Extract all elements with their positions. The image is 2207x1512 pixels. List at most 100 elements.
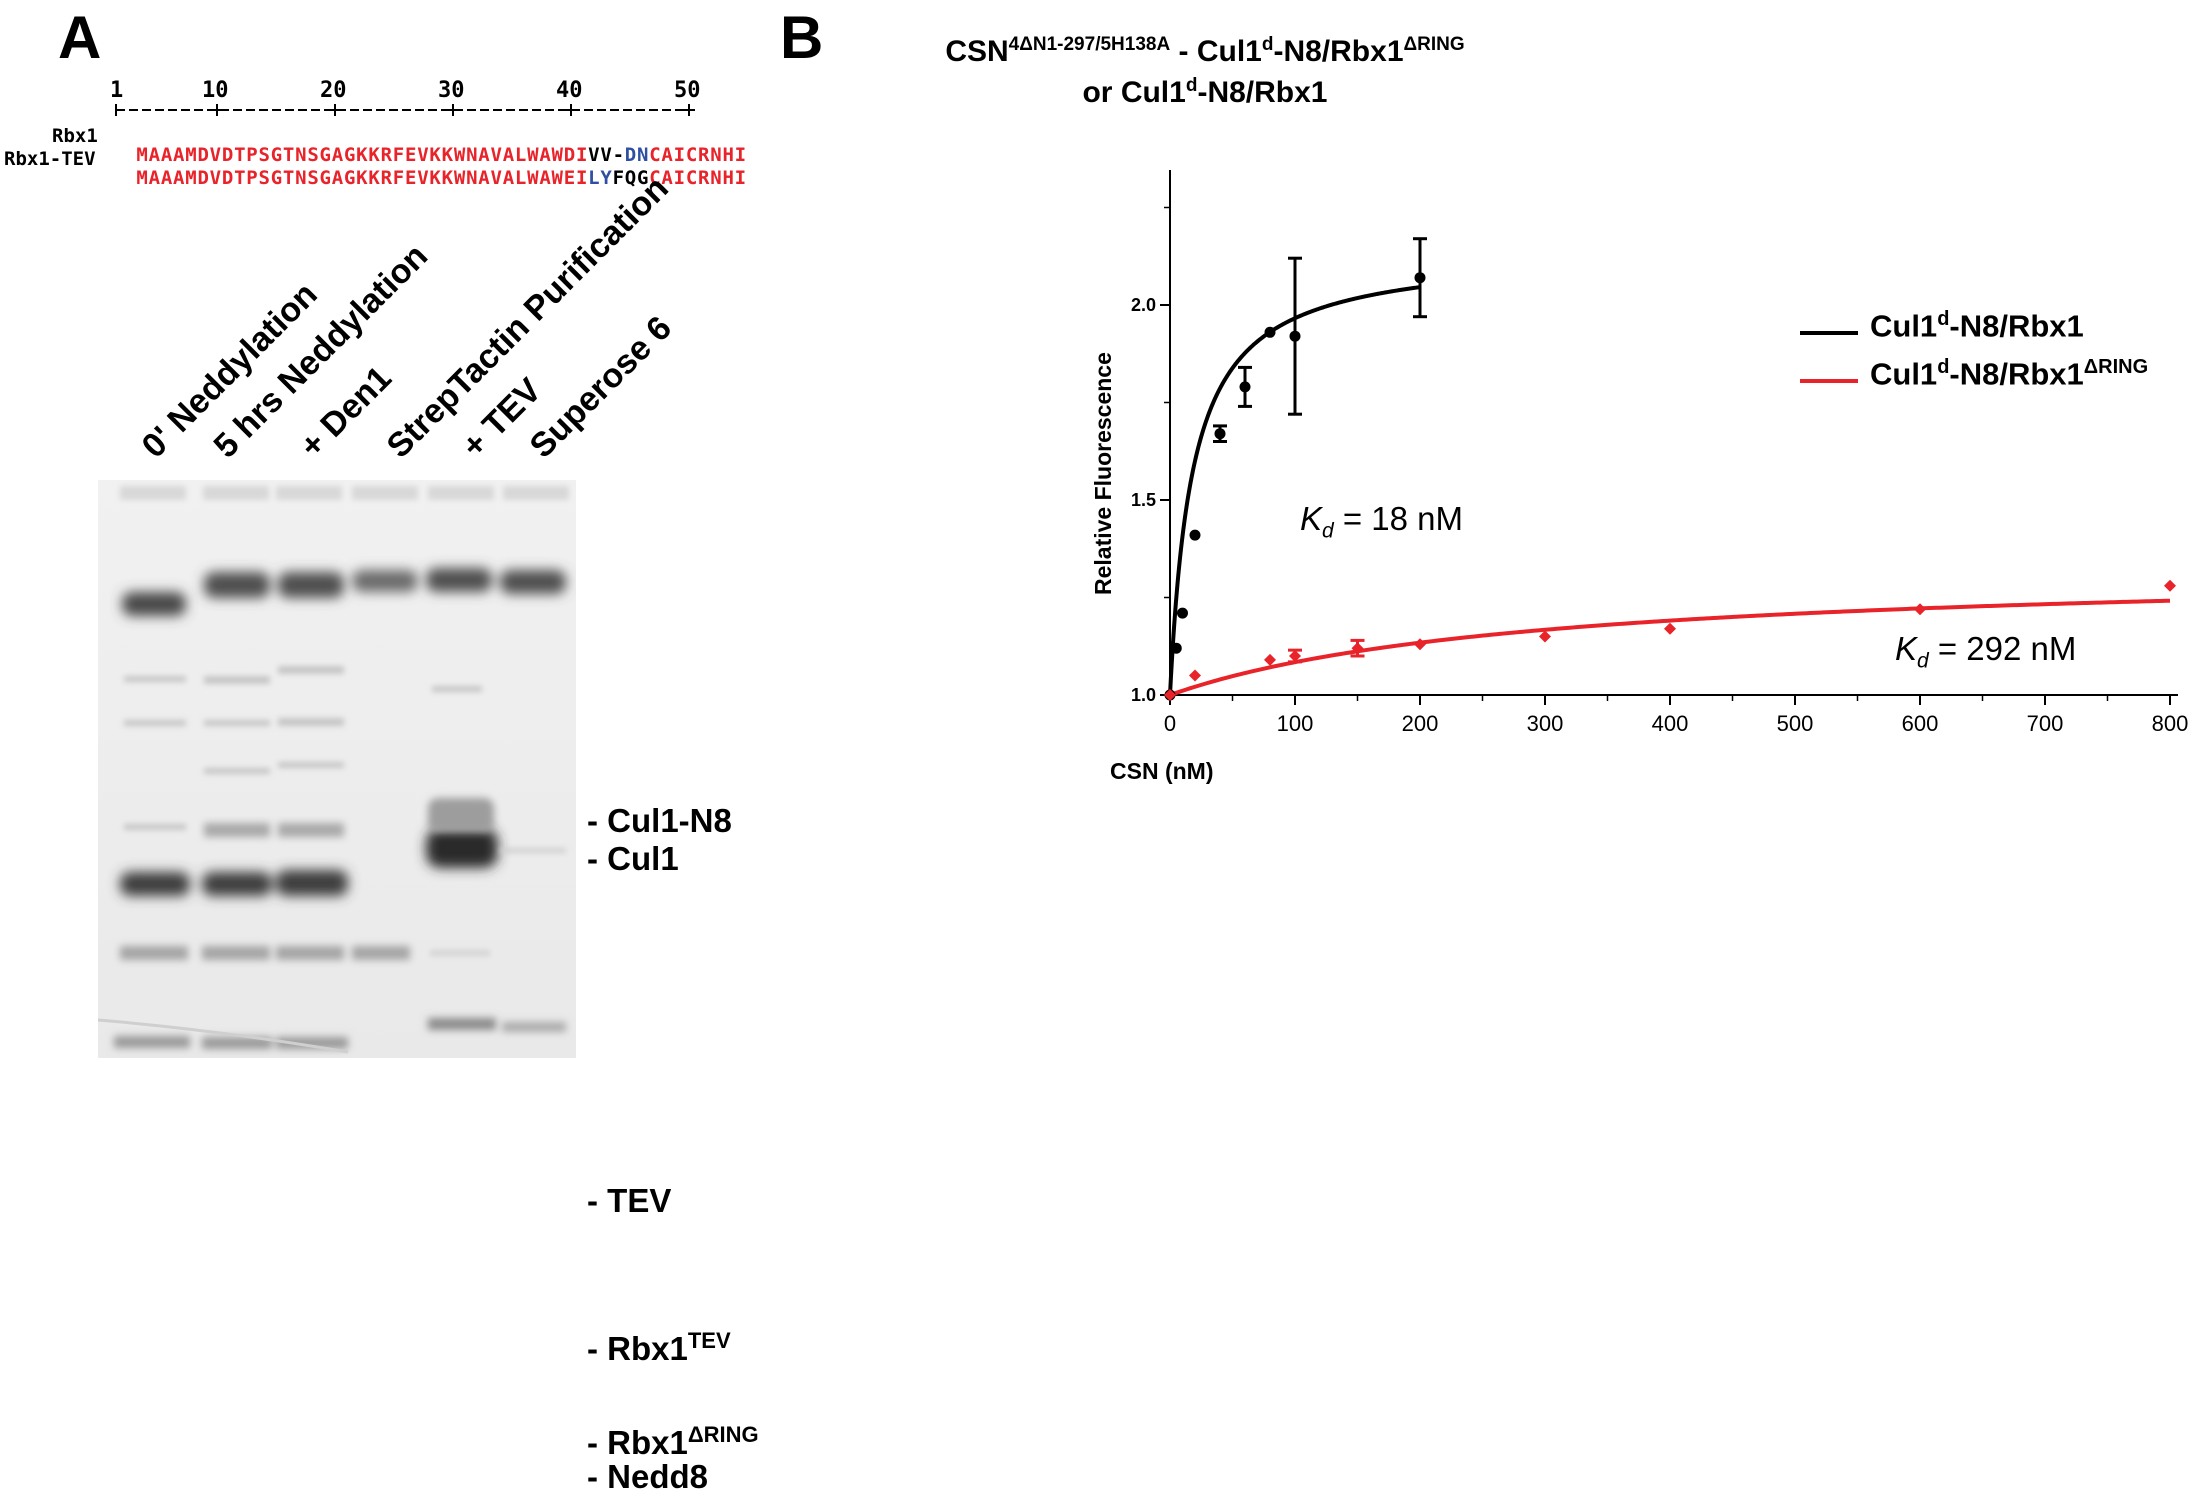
chart-title-line1: CSN4ΔN1-297/5H138A - Cul1d-N8/Rbx1ΔRING: [880, 32, 1530, 73]
x-tick-label: 100: [1277, 711, 1314, 736]
legend-part: -N8/Rbx1: [1949, 356, 2084, 392]
data-point: [2164, 579, 2176, 592]
x-axis-title: CSN (nM): [1110, 758, 1214, 784]
data-point: [1289, 330, 1301, 342]
alignment-ruler: 1 10 20 30 40 50: [110, 78, 701, 120]
band-label-rbx1-dring: - Rbx1ΔRING: [587, 1422, 759, 1461]
fit-curve-1: [1169, 598, 2171, 697]
kd-value: = 18 nM: [1333, 500, 1464, 537]
data-point: [1177, 607, 1188, 619]
tick-labels: 0 100 200 300 400 500 600 700 800 1.0 1.5 2.0: [1131, 295, 2188, 736]
seq-row-name: Rbx1: [52, 125, 98, 147]
x-tick-label: 200: [1402, 711, 1439, 736]
lane-label: Superose 6: [522, 308, 680, 466]
data-point: [1264, 326, 1276, 338]
kd-value: = 292 nM: [1928, 630, 2077, 667]
seq-segment: MAAAMDVDTPSGTNSGAGKKRFEVKKWNAVALWAWDI: [136, 144, 589, 166]
band-label-text: - Cul1: [587, 840, 679, 877]
chart-title: CSN4ΔN1-297/5H138A - Cul1d-N8/Rbx1ΔRING …: [880, 32, 1530, 113]
ruler-number: 50: [674, 78, 701, 103]
kd-sub: d: [1917, 649, 1929, 673]
title-sup: 4ΔN1-297/5H138A: [1008, 34, 1171, 55]
title-part: CSN: [945, 35, 1009, 68]
band-label-cul1: - Cul1: [587, 842, 679, 875]
seq-segment: MAAAMDVDTPSGTNSGAGKKRFEVKKWNAVALWAWEI: [136, 167, 589, 189]
data-point: [1414, 638, 1426, 651]
band-label-text: - Rbx1: [587, 1424, 688, 1461]
lane-label: StrepTactin Purification: [379, 169, 676, 466]
title-sup: ΔRING: [1403, 34, 1465, 55]
band-label-sup: ΔRING: [687, 1422, 759, 1447]
x-tick-label: 500: [1777, 711, 1814, 736]
x-tick-label: 0: [1164, 711, 1176, 736]
kd-label-rbx1-dring: Kd = 292 nM: [1895, 630, 2076, 674]
title-part: or Cul1: [1082, 75, 1186, 109]
band-label-cul1-n8: - Cul1-N8: [587, 804, 732, 837]
seq-row-name: Rbx1-TEV: [4, 148, 96, 170]
panel-b-letter: B: [780, 4, 824, 71]
y-tick-label: 1.5: [1131, 490, 1156, 510]
data-point: [1239, 381, 1251, 393]
title-part: - Cul1: [1170, 35, 1262, 68]
legend-part: Cul1: [1870, 308, 1938, 344]
seq-segment: FQG: [612, 167, 650, 189]
ruler-line: [115, 104, 695, 116]
chart-legend: Cul1d-N8/Rbx1 Cul1d-N8/Rbx1ΔRING: [1800, 308, 2200, 418]
kd-k: K: [1300, 500, 1323, 537]
legend-part: -N8/Rbx1: [1949, 308, 2084, 344]
sds-page-gel: [98, 480, 576, 1058]
y-tick-label: 2.0: [1131, 295, 1156, 315]
x-tick-label: 300: [1527, 711, 1564, 736]
y-tick-label: 1.0: [1131, 685, 1156, 705]
band-label-text: - Rbx1: [587, 1330, 688, 1367]
band-label-sup: TEV: [687, 1328, 731, 1353]
title-part: -N8/Rbx1: [1197, 75, 1328, 109]
chart-axes: [1160, 170, 2178, 705]
seq-segment: VV-: [588, 144, 625, 166]
data-point: [1164, 689, 1176, 701]
x-tick-label: 600: [1902, 711, 1939, 736]
data-point: [1539, 630, 1551, 643]
ruler-number: 1: [110, 78, 124, 103]
seq-row-rbx1: MAAAMDVDTPSGTNSGAGKKRFEVKKWNAVALWAWDIVV-…: [112, 127, 747, 165]
seq-segment: CAICRNHI: [649, 167, 747, 189]
title-sup: d: [1185, 74, 1198, 96]
kd-sub: d: [1322, 519, 1334, 543]
ruler-number: 20: [320, 78, 347, 103]
data-point: [1214, 428, 1226, 440]
x-tick-label: 400: [1652, 711, 1689, 736]
data-point: [1664, 622, 1676, 635]
data-point: [1189, 529, 1201, 541]
band-label-text: - Nedd8: [587, 1458, 709, 1495]
kd-label-rbx1: Kd = 18 nM: [1300, 500, 1463, 544]
x-tick-label: 800: [2152, 711, 2189, 736]
legend-sup: ΔRING: [2083, 356, 2149, 378]
data-point: [1351, 642, 1364, 655]
ruler-number: 40: [556, 78, 583, 103]
legend-label: Cul1d-N8/Rbx1: [1870, 308, 2084, 344]
kd-k: K: [1895, 630, 1918, 667]
legend-sup: d: [1937, 308, 1950, 330]
data-point: [1170, 642, 1182, 654]
y-axis-title: Relative Fluorescence: [1090, 352, 1116, 595]
title-sup: d: [1261, 34, 1274, 55]
title-part: -N8/Rbx1: [1273, 35, 1404, 68]
data-points: [1164, 237, 2176, 701]
chart-title-line2: or Cul1d-N8/Rbx1: [880, 73, 1530, 114]
legend-sup: d: [1937, 356, 1950, 378]
seq-segment: DN: [624, 144, 650, 166]
band-label-nedd8: - Nedd8: [587, 1460, 708, 1493]
seq-segment: LY: [588, 167, 613, 189]
data-point: [1414, 272, 1426, 284]
x-tick-label: 700: [2027, 711, 2064, 736]
binding-curve-chart: 0 100 200 300 400 500 600 700 800 1.0 1.5 2.0: [1131, 170, 2188, 736]
seq-segment: CAICRNHI: [649, 144, 747, 166]
band-label-text: - TEV: [587, 1182, 672, 1219]
data-point: [1289, 650, 1301, 662]
legend-swatch: [1800, 379, 1858, 383]
legend-swatch: [1800, 331, 1858, 335]
data-point: [1914, 603, 1926, 616]
seq-row-rbx1-tev: MAAAMDVDTPSGTNSGAGKKRFEVKKWNAVALWAWEILYF…: [112, 150, 747, 188]
panel-a-letter: A: [58, 4, 102, 71]
data-point: [1264, 653, 1276, 666]
